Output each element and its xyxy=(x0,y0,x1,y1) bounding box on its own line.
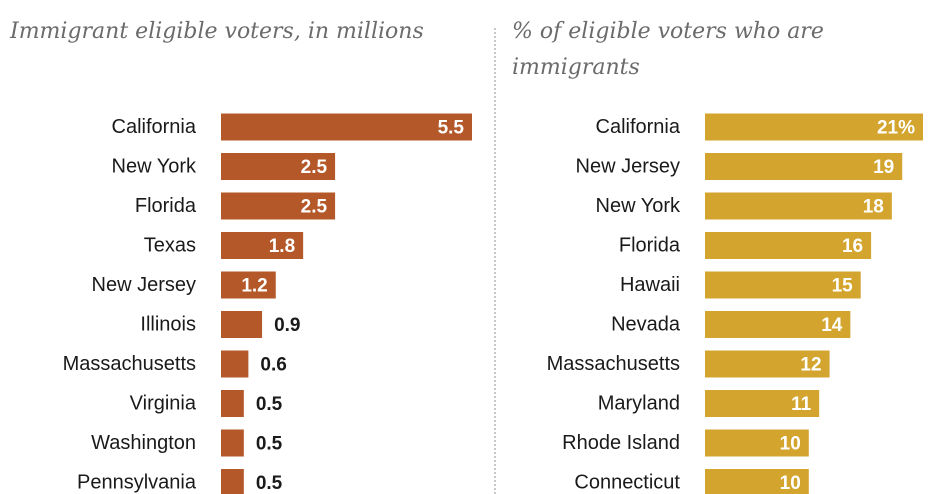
data-label: 0.5 xyxy=(256,473,283,494)
bar xyxy=(705,350,830,378)
bar xyxy=(705,113,923,141)
data-label: 2.5 xyxy=(301,157,328,178)
category-label: California xyxy=(596,116,681,138)
category-label: Maryland xyxy=(598,393,680,415)
category-label: New York xyxy=(596,195,681,217)
bar xyxy=(705,311,851,338)
category-label: Rhode Island xyxy=(562,432,680,454)
data-label: 0.5 xyxy=(256,394,283,415)
category-label: Nevada xyxy=(611,314,681,336)
bar xyxy=(705,429,809,457)
data-label: 1.8 xyxy=(269,236,295,257)
right-bar-chart: California 21% New Jersey 19 New York 18 Flori… xyxy=(547,113,923,494)
category-label: Illinois xyxy=(140,314,196,336)
category-label: California xyxy=(112,116,197,138)
data-label: 10 xyxy=(780,473,801,494)
category-label: Texas xyxy=(144,235,196,257)
data-label: 5.5 xyxy=(438,118,465,139)
bar xyxy=(705,192,892,220)
bar xyxy=(221,350,249,378)
bar xyxy=(221,113,472,141)
data-label: 16 xyxy=(842,236,863,257)
data-label: 21% xyxy=(877,118,915,139)
data-label: 0.6 xyxy=(260,355,286,376)
category-label: Massachusetts xyxy=(63,353,196,375)
data-label: 0.5 xyxy=(256,434,283,455)
bar xyxy=(221,192,336,220)
data-label: 14 xyxy=(821,315,843,336)
left-bar-chart: California 5.5 New York 2.5 Florida 2.5 Texas 1… xyxy=(63,113,472,494)
bar xyxy=(221,232,304,259)
bar xyxy=(705,153,903,180)
category-label: Virginia xyxy=(130,393,197,415)
bar xyxy=(705,271,861,299)
bar xyxy=(221,271,276,299)
bar xyxy=(221,390,244,417)
category-label: New Jersey xyxy=(92,274,196,296)
left-chart-title: Immigrant eligible voters, in millions xyxy=(10,19,424,44)
category-label: Washington xyxy=(91,432,196,454)
data-label: 11 xyxy=(791,394,812,415)
data-label: 19 xyxy=(873,157,894,178)
panel-divider xyxy=(494,28,496,494)
data-label: 15 xyxy=(832,276,854,297)
category-label: Florida xyxy=(619,235,681,257)
data-label: 1.2 xyxy=(241,276,267,297)
bar xyxy=(221,469,244,494)
category-label: Massachusetts xyxy=(547,353,680,375)
bar xyxy=(221,429,244,457)
category-label: Hawaii xyxy=(620,274,680,296)
data-label: 10 xyxy=(780,434,801,455)
data-label: 18 xyxy=(863,197,884,218)
data-label: 12 xyxy=(800,355,821,376)
bar xyxy=(221,311,263,338)
right-chart-panel: % of eligible voters who are immigrants … xyxy=(502,0,936,494)
bar xyxy=(705,469,809,494)
category-label: New Jersey xyxy=(576,156,680,178)
bar xyxy=(705,390,820,417)
category-label: New York xyxy=(112,156,197,178)
data-label: 2.5 xyxy=(301,197,328,218)
category-label: Connecticut xyxy=(574,472,680,494)
bar xyxy=(705,232,872,259)
category-label: Pennsylvania xyxy=(77,472,197,494)
right-chart-title: % of eligible voters who are immigrants xyxy=(512,19,824,80)
left-chart-panel: Immigrant eligible voters, in millions C… xyxy=(10,19,472,494)
category-label: Florida xyxy=(135,195,197,217)
bar xyxy=(221,153,336,180)
data-label: 0.9 xyxy=(274,315,300,336)
